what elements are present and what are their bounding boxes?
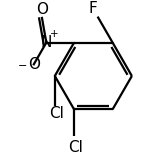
- Text: O: O: [28, 57, 40, 72]
- Text: Cl: Cl: [49, 106, 64, 121]
- Text: N: N: [41, 35, 52, 50]
- Text: +: +: [50, 29, 59, 39]
- Text: O: O: [36, 2, 48, 17]
- Text: −: −: [17, 61, 27, 71]
- Text: Cl: Cl: [68, 140, 83, 155]
- Text: F: F: [88, 1, 97, 16]
